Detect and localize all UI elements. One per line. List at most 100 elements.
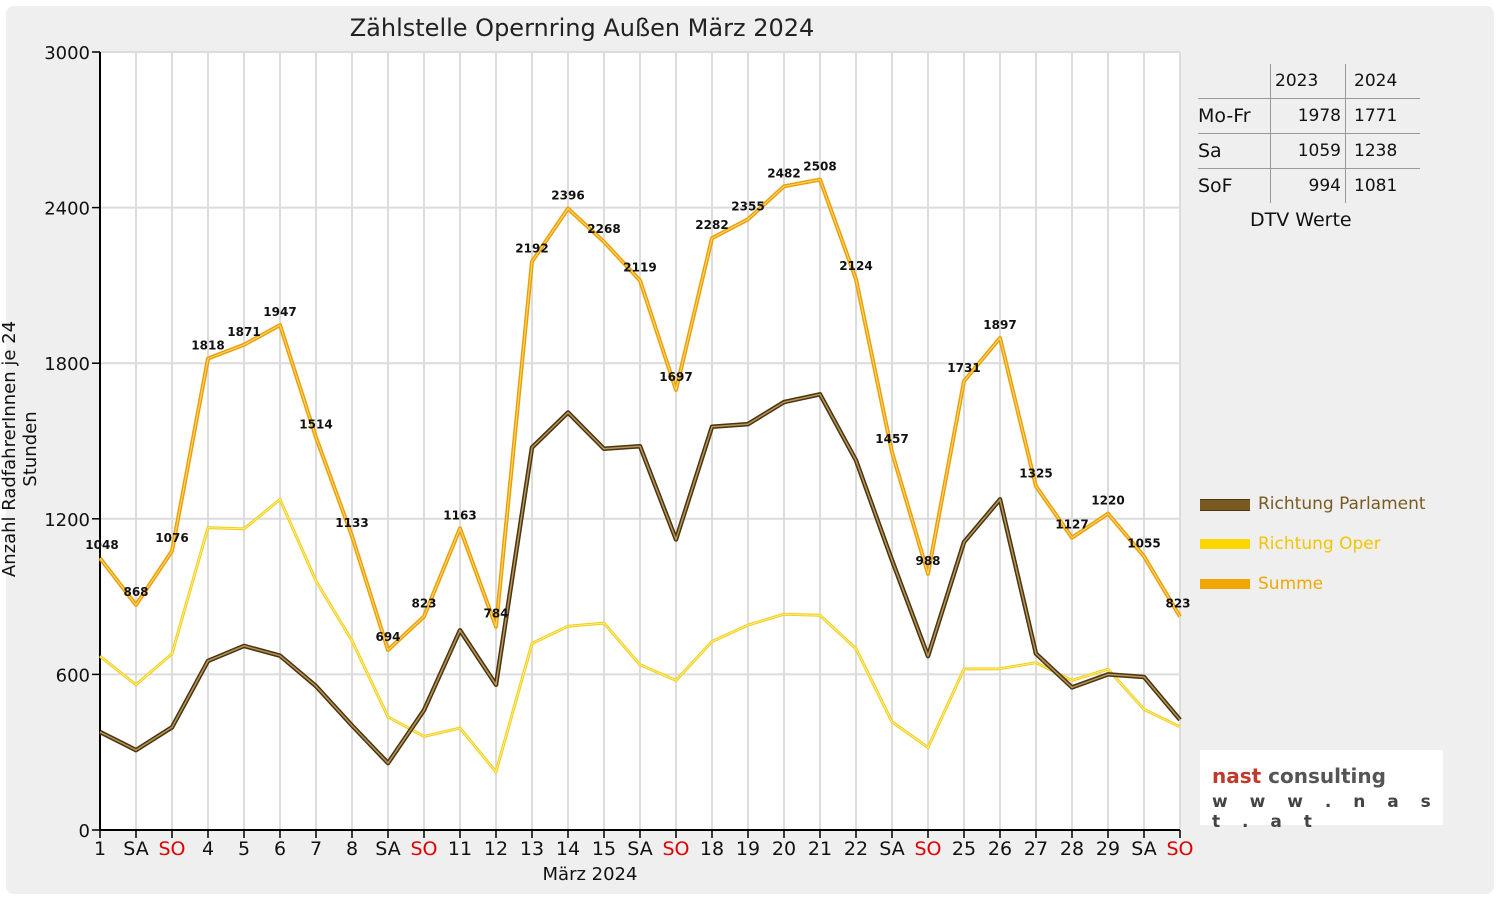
data-label: 1897 — [983, 318, 1016, 332]
data-label: 868 — [123, 585, 148, 599]
x-tick-label: SA — [375, 838, 400, 860]
x-tick-label: SO — [158, 838, 185, 860]
y-tick-label: 2400 — [44, 199, 90, 220]
data-label: 2282 — [695, 218, 728, 232]
data-label: 1947 — [263, 305, 296, 319]
data-label: 1818 — [191, 339, 224, 353]
data-label: 1325 — [1019, 466, 1052, 480]
chart-title: Zählstelle Opernring Außen März 2024 — [349, 14, 815, 42]
x-tick-label: 11 — [448, 838, 472, 860]
x-tick-label: 5 — [238, 838, 250, 860]
legend-label: Richtung Parlament — [1258, 494, 1426, 514]
series-line-highlight — [99, 498, 1181, 773]
x-tick-label: SA — [627, 838, 652, 860]
y-tick-label: 1800 — [44, 354, 90, 375]
x-tick-label: 12 — [484, 838, 508, 860]
dtv-cell: 1771 — [1345, 98, 1420, 134]
x-axis-label: März 2024 — [542, 864, 638, 885]
dtv-cell: 994 — [1270, 168, 1346, 203]
x-tick-label: 13 — [520, 838, 544, 860]
x-tick-label: 29 — [1096, 838, 1120, 860]
x-tick-label: 18 — [700, 838, 724, 860]
x-tick-label: 22 — [844, 838, 868, 860]
x-tick-label: 20 — [772, 838, 796, 860]
x-tick-label: 4 — [202, 838, 214, 860]
legend-swatch — [1200, 539, 1250, 549]
x-tick-label: 28 — [1060, 838, 1084, 860]
data-label: 2396 — [551, 189, 584, 203]
y-tick-label: 0 — [79, 821, 90, 842]
x-tick-label: 6 — [274, 838, 286, 860]
data-label: 2355 — [731, 199, 764, 213]
x-tick-label: SA — [123, 838, 148, 860]
x-tick-label: 27 — [1024, 838, 1048, 860]
data-label: 1514 — [299, 417, 332, 431]
data-label: 1220 — [1091, 494, 1124, 508]
dtv-cell: 1978 — [1270, 98, 1346, 134]
legend-item: Richtung Parlament — [1200, 494, 1426, 534]
logo-url: w w w . n a s t . a t — [1212, 792, 1439, 832]
data-label: 2192 — [515, 242, 548, 256]
data-label: 1697 — [659, 370, 692, 384]
x-tick-label: 25 — [952, 838, 976, 860]
data-label: 1127 — [1055, 518, 1088, 532]
dtv-cell: 1238 — [1345, 133, 1420, 169]
dtv-cell: 1081 — [1345, 168, 1420, 203]
x-tick-label: SA — [1131, 838, 1156, 860]
legend: Richtung Parlament Richtung Oper Summe — [1200, 494, 1426, 614]
series-line-highlight — [99, 179, 1181, 651]
x-tick-label: 21 — [808, 838, 832, 860]
data-label: 823 — [1165, 597, 1190, 611]
legend-swatch — [1200, 579, 1250, 589]
x-tick-label: 15 — [592, 838, 616, 860]
data-label: 2268 — [587, 222, 620, 236]
data-label: 1457 — [875, 432, 908, 446]
legend-swatch — [1200, 499, 1250, 511]
legend-item: Richtung Oper — [1200, 534, 1426, 574]
data-label: 1133 — [335, 516, 368, 530]
data-label: 823 — [411, 597, 436, 611]
x-tick-label: 8 — [346, 838, 358, 860]
data-label: 2119 — [623, 260, 656, 274]
x-tick-label: SO — [914, 838, 941, 860]
legend-label: Richtung Oper — [1258, 534, 1381, 554]
x-tick-label: 1 — [94, 838, 106, 860]
x-tick-label: SO — [1166, 838, 1193, 860]
data-label: 1076 — [155, 531, 188, 545]
dtv-table: 2023 2024 Mo-Fr 1978 1771 Sa 1059 1238 S… — [1198, 64, 1420, 203]
dtv-corner — [1198, 64, 1271, 99]
x-tick-label: SO — [410, 838, 437, 860]
data-label: 988 — [915, 554, 940, 568]
data-label: 2124 — [839, 259, 872, 273]
x-tick-label: SO — [662, 838, 689, 860]
y-axis-label: Anzahl RadfahrerInnen je 24 Stunden — [0, 320, 41, 578]
y-tick-label: 3000 — [44, 43, 90, 64]
dtv-header-2024: 2024 — [1345, 64, 1420, 99]
logo-brand-2: consulting — [1261, 764, 1386, 788]
dtv-header-2023: 2023 — [1270, 64, 1346, 99]
dtv-caption: DTV Werte — [1250, 209, 1352, 231]
data-label: 2482 — [767, 166, 800, 180]
dtv-row-label: Sa — [1198, 133, 1271, 169]
series-line — [99, 393, 1181, 764]
data-label: 1731 — [947, 361, 980, 375]
company-logo: nast consulting w w w . n a s t . a t — [1200, 750, 1443, 832]
y-tick-label: 1200 — [44, 510, 90, 531]
dtv-row-label: Mo-Fr — [1198, 98, 1271, 134]
logo-brand-1: nast — [1212, 764, 1262, 788]
legend-item: Summe — [1200, 574, 1426, 614]
x-tick-label: 26 — [988, 838, 1012, 860]
dtv-cell: 1059 — [1270, 133, 1346, 169]
y-tick-label: 600 — [56, 665, 90, 686]
x-tick-label: 7 — [310, 838, 322, 860]
data-label: 784 — [483, 607, 508, 621]
data-label: 2508 — [803, 160, 836, 174]
data-label: 1055 — [1127, 536, 1160, 550]
data-label: 694 — [375, 630, 400, 644]
dtv-row-label: SoF — [1198, 175, 1233, 197]
logo-brand: nast consulting — [1212, 764, 1386, 788]
x-tick-label: 19 — [736, 838, 760, 860]
x-tick-label: SA — [879, 838, 904, 860]
legend-label: Summe — [1258, 574, 1324, 594]
